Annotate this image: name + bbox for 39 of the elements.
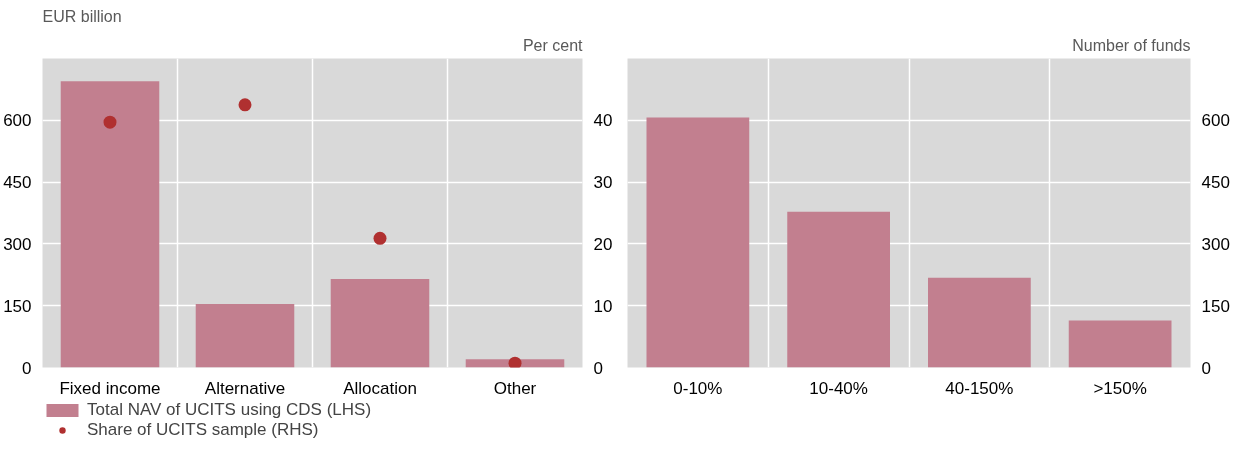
legend-label: Total NAV of UCITS using CDS (LHS) <box>87 400 372 420</box>
x-tick-label: 0-10% <box>673 378 723 398</box>
bar <box>787 211 890 368</box>
x-tick-label: 10-40% <box>809 378 868 398</box>
x-tick-label: Fixed income <box>59 378 161 398</box>
point <box>103 115 117 129</box>
y-tick-label: 600 <box>3 111 32 131</box>
y2-axis-title: Per cent <box>522 36 584 54</box>
bar <box>646 117 750 368</box>
legend-label: Share of UCITS sample (RHS) <box>87 420 319 440</box>
x-tick-label: >150% <box>1093 378 1147 398</box>
y-tick-label: 300 <box>3 234 32 254</box>
y2-tick-label: 600 <box>1201 111 1230 131</box>
bar <box>195 304 295 368</box>
point <box>508 356 522 368</box>
y2-tick-label: 40 <box>593 111 613 131</box>
bar <box>330 278 430 368</box>
x-tick-label: 40-150% <box>945 378 1014 398</box>
y-tick-label: 150 <box>3 296 32 316</box>
bar <box>1068 320 1172 368</box>
y-tick-label: 450 <box>3 173 32 193</box>
y2-tick-label: 20 <box>593 234 613 254</box>
x-tick-label: Allocation <box>343 378 417 398</box>
y2-tick-label: 30 <box>593 173 613 193</box>
y2-tick-label: 450 <box>1201 173 1230 193</box>
point <box>373 231 387 245</box>
point <box>238 98 252 112</box>
y-axis-title: EUR billion <box>42 7 122 25</box>
y2-axis-title: Number of funds <box>1072 36 1191 54</box>
bar <box>60 81 160 368</box>
x-tick-label: Other <box>493 378 537 398</box>
y-tick-label: 0 <box>22 358 32 378</box>
y2-tick-label: 0 <box>593 358 603 378</box>
x-tick-label: Alternative <box>204 378 286 398</box>
y2-tick-label: 300 <box>1201 234 1230 254</box>
y2-tick-label: 0 <box>1201 358 1211 378</box>
bar <box>928 277 1031 368</box>
y2-tick-label: 10 <box>593 296 613 316</box>
y2-tick-label: 150 <box>1201 296 1230 316</box>
